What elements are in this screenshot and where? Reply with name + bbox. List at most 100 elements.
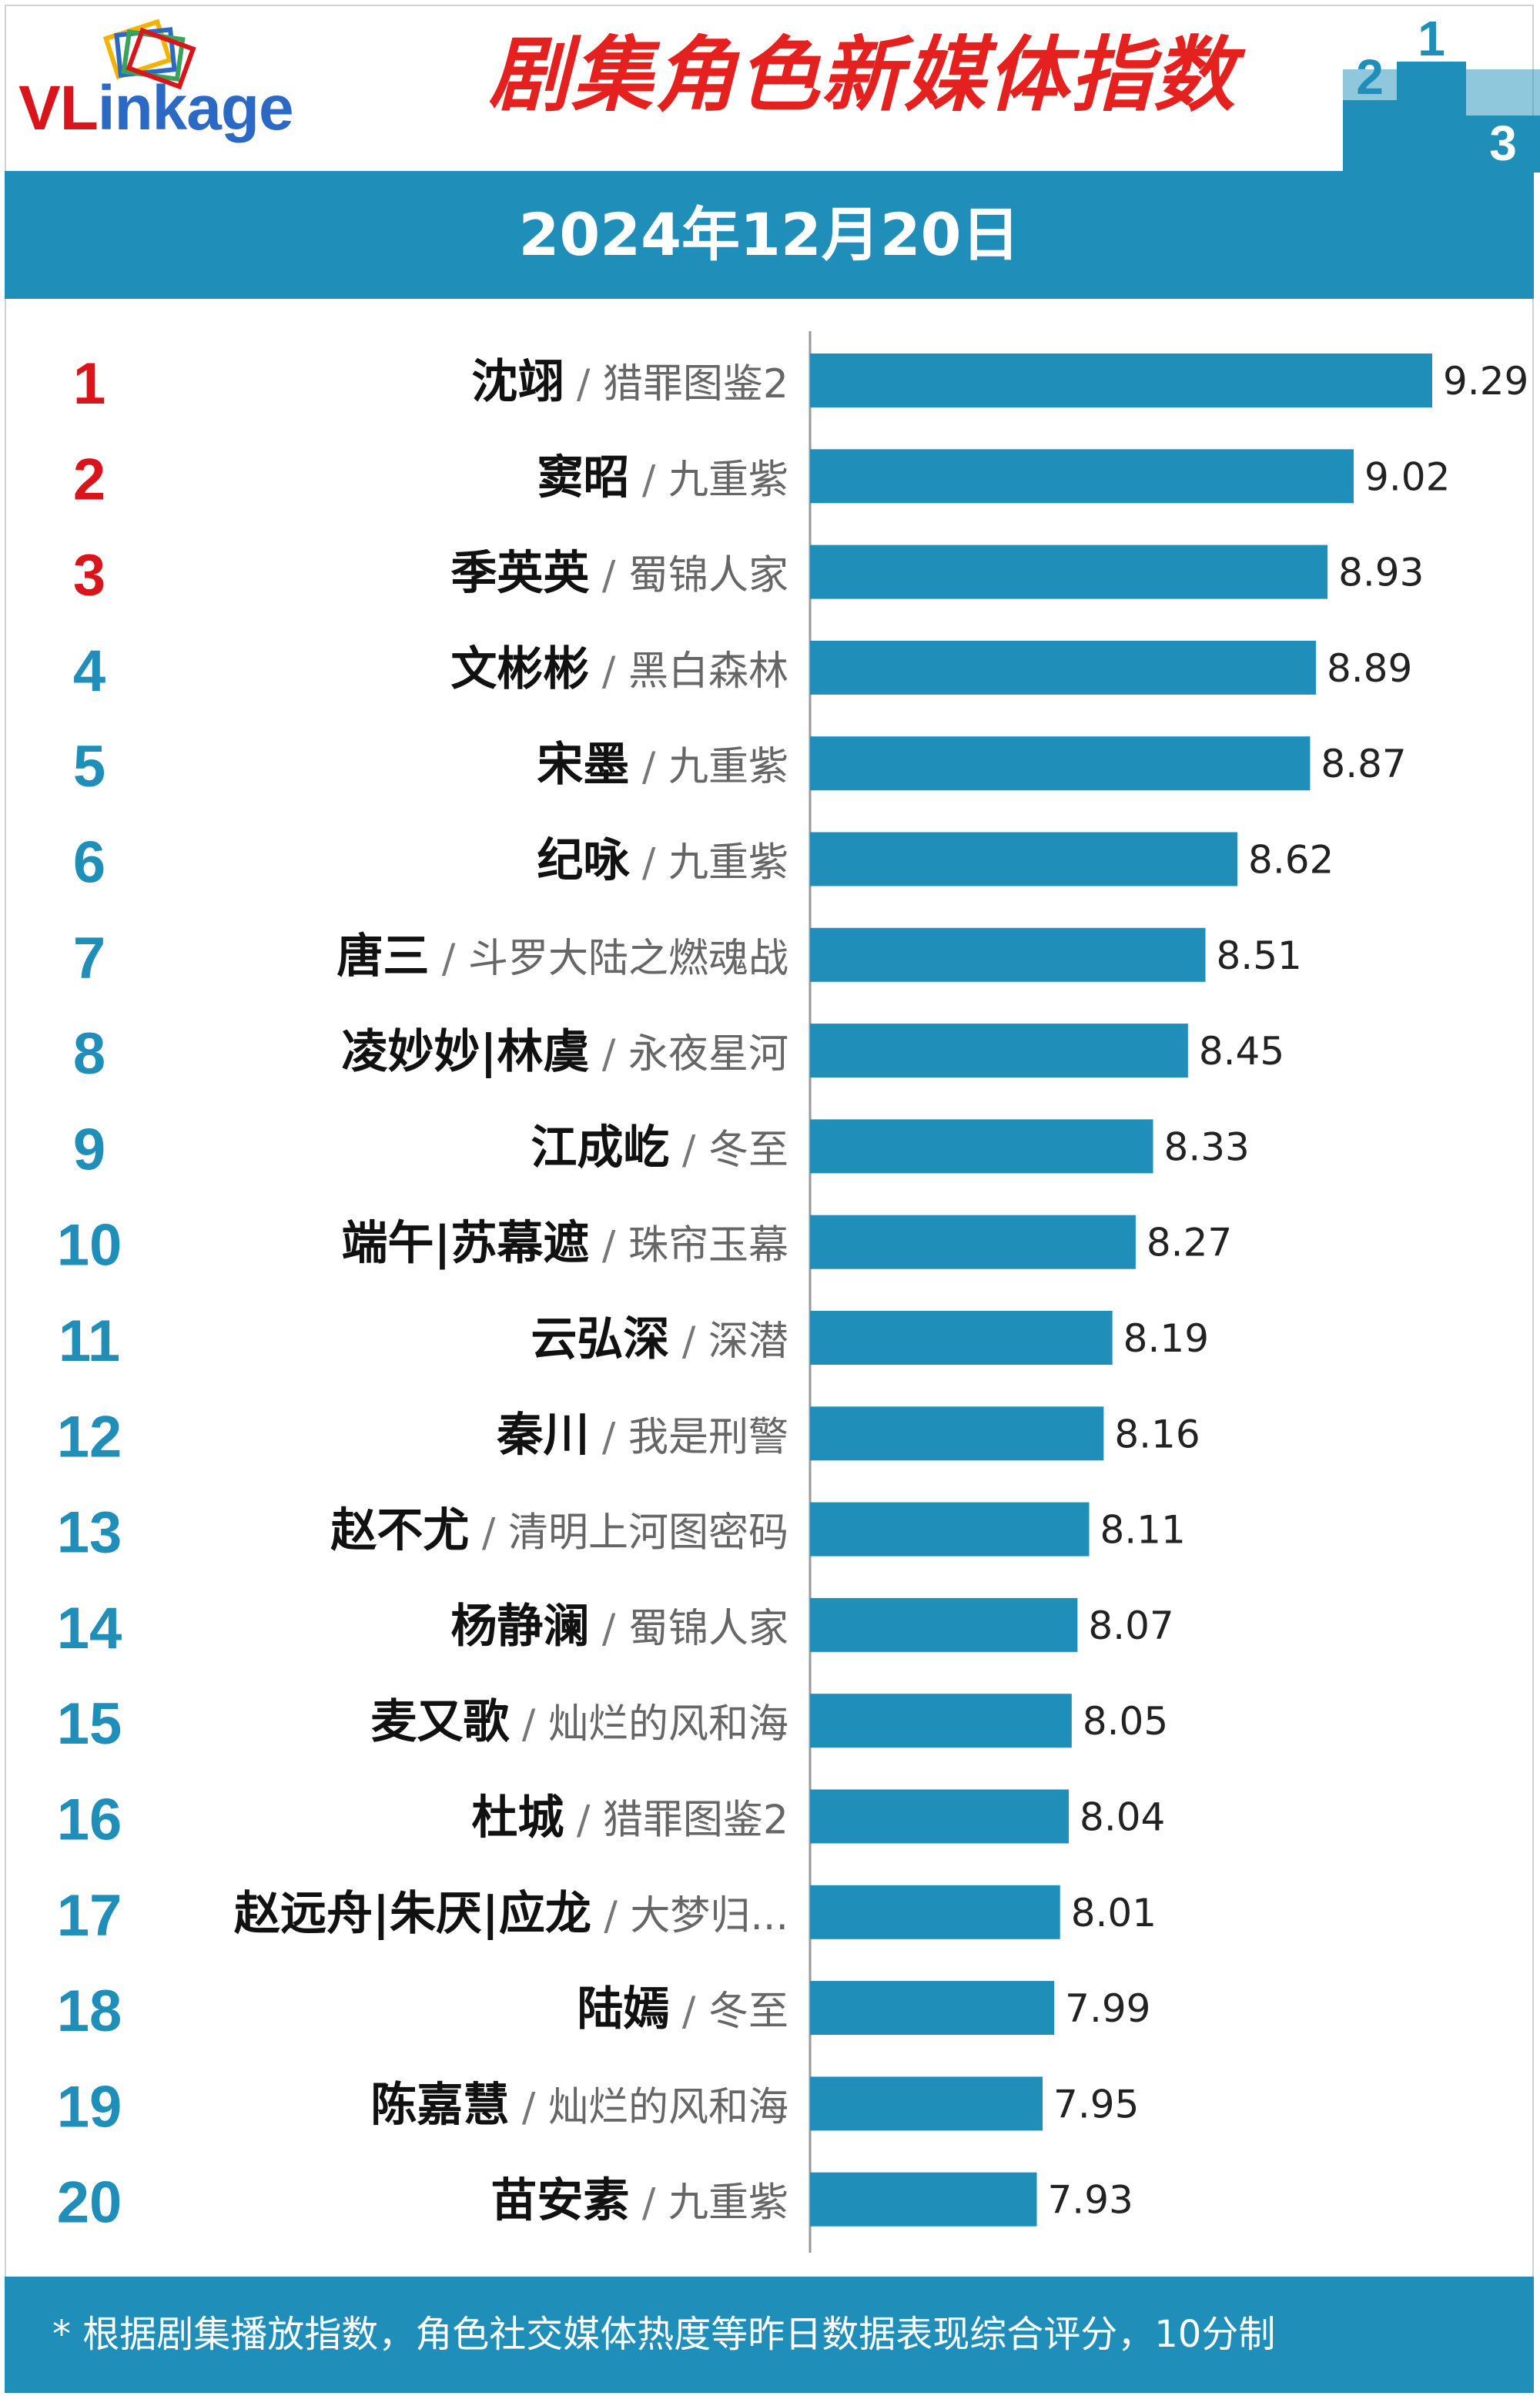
show-name: 九重紫	[668, 2180, 788, 2227]
label-separator: /	[589, 1414, 628, 1460]
bar	[810, 1119, 1153, 1174]
value-label: 9.02	[1364, 454, 1450, 499]
show-name: 蜀锦人家	[628, 1606, 788, 1652]
show-name: 清明上河图密码	[508, 1510, 788, 1557]
label-separator: /	[429, 936, 468, 982]
role-name: 陆嫣	[577, 1982, 669, 2036]
bar	[810, 354, 1432, 407]
bar	[810, 1694, 1072, 1748]
show-name: 冬至	[708, 1127, 788, 1173]
label-separator: /	[669, 1127, 708, 1173]
label-separator: /	[469, 1510, 508, 1557]
label-separator: /	[564, 361, 603, 407]
role-name: 纪咏	[537, 834, 630, 888]
row-label: 赵远舟|朱厌|应龙 / 大梦归...	[234, 1887, 788, 1941]
show-name: 大梦归...	[630, 1893, 788, 1939]
row-label: 窦昭 / 九重紫	[537, 451, 788, 504]
row-label: 赵不尤 / 清明上河图密码	[330, 1504, 788, 1558]
rank-number: 15	[57, 1691, 122, 1757]
rank-number: 18	[57, 1979, 122, 2044]
value-label: 8.87	[1321, 742, 1406, 786]
rank-number: 13	[57, 1500, 122, 1566]
label-separator: /	[629, 840, 668, 886]
value-label: 7.99	[1065, 1986, 1150, 2031]
row-label: 季英英 / 蜀锦人家	[450, 547, 788, 601]
logo-text-rest: inkage	[97, 73, 294, 143]
podium-label-2: 2	[1356, 49, 1384, 105]
label-separator: /	[589, 1606, 628, 1652]
role-name: 宋墨	[537, 738, 629, 792]
show-name: 黑白森林	[628, 648, 788, 695]
value-label: 8.04	[1080, 1795, 1165, 1840]
header: VLinkage 剧集角色新媒体指数 2 1 3	[0, 0, 1540, 173]
value-label: 8.33	[1164, 1124, 1250, 1169]
role-name: 江成屹	[531, 1121, 669, 1175]
role-name: 杨静澜	[450, 1600, 589, 1654]
role-name: 陈嘉慧	[370, 2078, 509, 2132]
show-name: 永夜星河	[628, 1031, 788, 1077]
footnote-band: * 根据剧集播放指数，角色社交媒体热度等昨日数据表现综合评分，10分制	[5, 2277, 1534, 2393]
role-name: 文彬彬	[450, 642, 589, 696]
bar	[810, 832, 1238, 886]
role-name: 季英英	[450, 547, 590, 601]
row-label: 陆嫣 / 冬至	[577, 1982, 788, 2036]
row-label: 沈翊 / 猎罪图鉴2	[471, 355, 788, 409]
show-name: 斗罗大陆之燃魂战	[468, 936, 788, 982]
rank-number: 4	[73, 638, 105, 704]
rank-number: 16	[57, 1788, 122, 1853]
role-name: 秦川	[496, 1408, 589, 1462]
role-name: 赵不尤	[330, 1504, 469, 1558]
rank-number: 12	[57, 1404, 122, 1469]
podium-icon: 2 1 3	[1343, 15, 1540, 173]
value-label: 8.89	[1327, 646, 1412, 691]
role-name: 云弘深	[531, 1312, 669, 1366]
row-label: 端午|苏幕遮 / 珠帘玉幕	[341, 1217, 788, 1271]
row-label: 江成屹 / 冬至	[531, 1121, 788, 1175]
role-name: 唐三	[336, 930, 429, 984]
row-label: 陈嘉慧 / 灿烂的风和海	[370, 2078, 788, 2132]
value-label: 7.93	[1048, 2178, 1133, 2223]
rank-number: 1	[73, 351, 105, 417]
show-name: 蜀锦人家	[628, 553, 788, 599]
page-title: 剧集角色新媒体指数	[488, 28, 1237, 122]
logo-text-accent: VL	[18, 73, 99, 143]
rank-number: 6	[73, 830, 105, 896]
role-name: 麦又歌	[370, 1695, 510, 1749]
podium-label-1: 1	[1418, 15, 1445, 66]
role-name: 沈翊	[471, 355, 564, 409]
show-name: 珠帘玉幕	[628, 1223, 788, 1269]
label-separator: /	[629, 744, 668, 790]
rank-number: 10	[57, 1213, 122, 1278]
bar	[810, 1597, 1078, 1652]
footnote-text: * 根据剧集播放指数，角色社交媒体热度等昨日数据表现综合评分，10分制	[52, 2313, 1276, 2356]
bar	[810, 1502, 1090, 1557]
bar	[810, 1215, 1136, 1269]
value-label: 9.29	[1443, 359, 1528, 404]
ranking-bar-chart: 1 沈翊 / 猎罪图鉴2 9.29 2 窦昭 / 九重紫 9.02 3 季英英 / 蜀锦人家 8…	[57, 331, 1529, 2253]
show-name: 灿烂的风和海	[548, 1701, 788, 1748]
bar	[810, 1024, 1188, 1078]
role-name: 苗安素	[490, 2174, 629, 2228]
role-name: 窦昭	[537, 451, 629, 504]
logo-cards-icon	[102, 18, 196, 90]
rank-number: 17	[57, 1883, 122, 1949]
rank-number: 19	[57, 2074, 122, 2140]
bar	[810, 449, 1354, 504]
value-label: 8.19	[1123, 1316, 1209, 1361]
show-name: 灿烂的风和海	[548, 2084, 788, 2130]
bar	[810, 545, 1328, 599]
bar	[810, 640, 1316, 695]
label-separator: /	[509, 1701, 548, 1748]
bar	[810, 927, 1206, 982]
podium-label-3: 3	[1489, 116, 1517, 171]
label-separator: /	[669, 1319, 708, 1365]
chart-rows: 1 沈翊 / 猎罪图鉴2 9.29 2 窦昭 / 九重紫 9.02 3 季英英 / 蜀锦人家 8…	[57, 351, 1529, 2236]
role-name: 赵远舟|朱厌|应龙	[234, 1887, 591, 1941]
show-name: 深潜	[708, 1319, 788, 1365]
show-name: 九重紫	[668, 840, 788, 886]
bar	[810, 736, 1311, 791]
show-name: 九重紫	[668, 744, 788, 790]
row-label: 纪咏 / 九重紫	[537, 834, 788, 888]
row-label: 麦又歌 / 灿烂的风和海	[370, 1695, 788, 1749]
bar	[810, 1311, 1113, 1365]
